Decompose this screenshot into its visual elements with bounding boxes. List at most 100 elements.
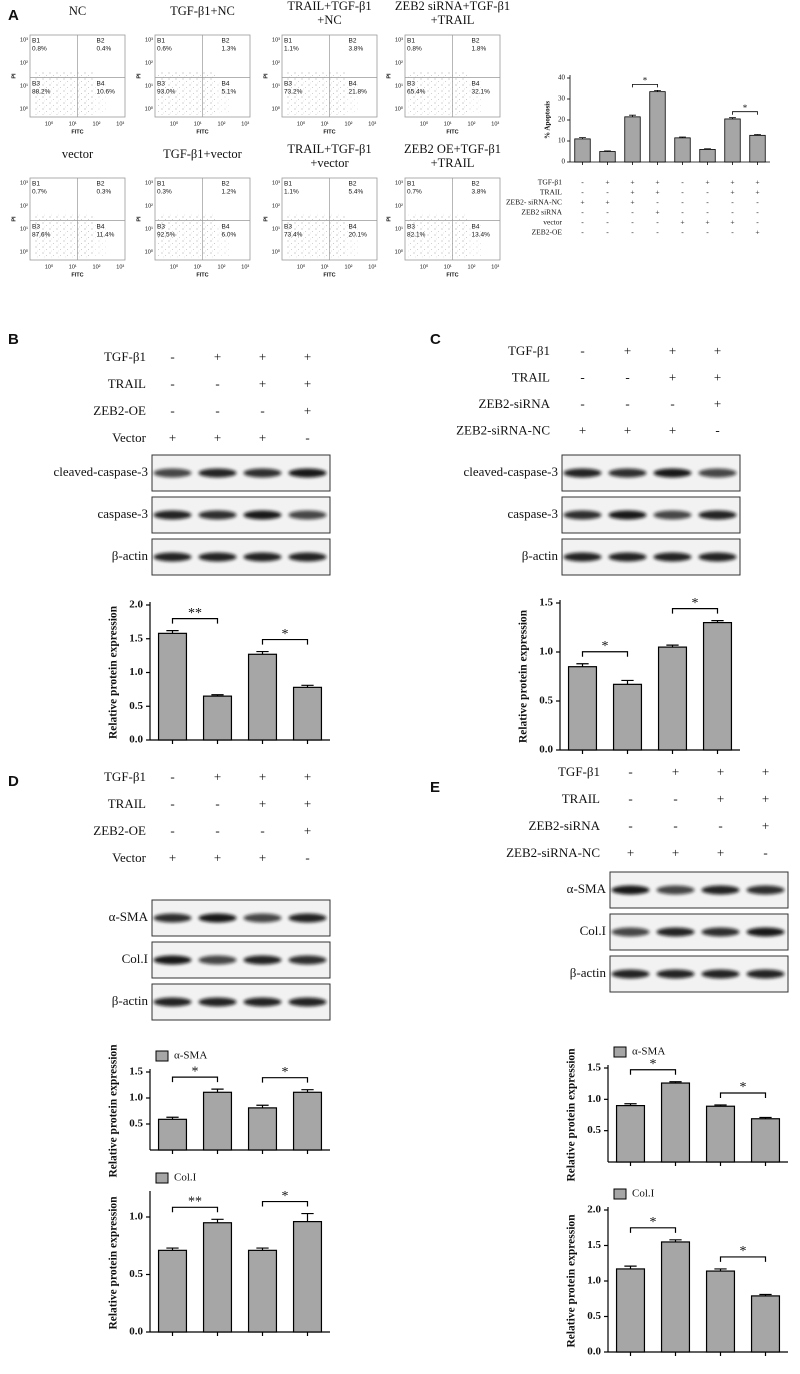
- flow-x-tick: 10¹: [321, 121, 329, 127]
- condition-name: vector: [543, 218, 562, 227]
- flow-title: +TRAIL: [431, 156, 475, 170]
- significance-bracket: [261, 1077, 309, 1083]
- flow-y-label: PI: [386, 73, 392, 79]
- bar: [247, 1107, 278, 1151]
- flow-y-label: PI: [136, 73, 142, 79]
- flow-y-tick: 10¹: [272, 83, 280, 89]
- flow-y-tick: 10⁰: [272, 248, 281, 255]
- condition-name: TGF-β1: [508, 343, 550, 358]
- quadrant-percent: 0.3%: [97, 189, 112, 196]
- flow-x-tick: 10⁰: [420, 263, 429, 270]
- condition-sign: +: [705, 178, 709, 187]
- condition-sign: -: [706, 188, 709, 197]
- blot-band: [563, 552, 602, 562]
- flow-y-tick: 10²: [395, 203, 403, 209]
- error-bar: [759, 1116, 772, 1119]
- quadrant-percent: 65.4%: [407, 88, 426, 95]
- flow-x-label: FITC: [196, 129, 208, 135]
- significance-label: *: [740, 1080, 747, 1095]
- significance-bracket: [171, 1206, 219, 1213]
- blot-band: [701, 885, 740, 895]
- blot-band: [608, 510, 647, 520]
- bar: [157, 1118, 188, 1151]
- quadrant-percent: 11.4%: [97, 231, 115, 238]
- error-bar: [301, 684, 314, 688]
- y-tick-label: 1.0: [587, 1275, 601, 1287]
- blot-band: [153, 913, 192, 923]
- flow-y-tick: 10²: [20, 203, 28, 209]
- flow-title: TGF-β1+NC: [170, 4, 235, 18]
- condition-sign: +: [304, 769, 311, 784]
- flow-x-label: FITC: [71, 272, 83, 278]
- flow-x-label: FITC: [446, 129, 458, 135]
- blot-band: [288, 468, 327, 478]
- y-tick-label: 1.0: [129, 666, 143, 678]
- bar: [615, 1104, 646, 1163]
- flow-x-tick: 10²: [93, 121, 101, 127]
- flow-y-label: PI: [263, 216, 269, 222]
- quadrant-name: B3: [157, 223, 165, 230]
- condition-sign: -: [681, 188, 684, 197]
- condition-sign: +: [669, 369, 676, 384]
- blot-band: [243, 913, 282, 923]
- condition-sign: -: [581, 188, 584, 197]
- condition-sign: +: [717, 764, 724, 779]
- blot-label: β-actin: [522, 548, 559, 563]
- quadrant-percent: 20.1%: [349, 231, 368, 238]
- significance-label: *: [740, 1244, 747, 1259]
- error-bar: [211, 1218, 224, 1223]
- blot-band: [198, 913, 237, 923]
- bar: [699, 148, 716, 163]
- condition-sign: -: [628, 764, 632, 779]
- blot-band: [288, 997, 327, 1007]
- bar: [649, 91, 666, 163]
- condition-sign: +: [259, 376, 266, 391]
- blot-band: [653, 468, 692, 478]
- error-bar: [714, 1268, 727, 1272]
- condition-sign: +: [762, 791, 769, 806]
- quadrant-percent: 0.4%: [97, 46, 112, 53]
- condition-sign: -: [631, 218, 634, 227]
- condition-sign: +: [214, 769, 221, 784]
- condition-sign: +: [214, 850, 221, 865]
- blot-band: [563, 468, 602, 478]
- y-tick-label: 1.5: [129, 632, 143, 644]
- quadrant-name: B4: [349, 223, 357, 230]
- condition-sign: -: [170, 823, 174, 838]
- quadrant-name: B3: [407, 223, 415, 230]
- y-axis-label: Relative protein expression: [566, 1048, 578, 1182]
- condition-name: TGF-β1: [558, 764, 600, 779]
- y-tick-label: 1.0: [587, 1093, 601, 1105]
- bar: [660, 1241, 691, 1353]
- flow-x-tick: 10³: [491, 264, 499, 270]
- blot-band: [608, 468, 647, 478]
- bar: [657, 646, 688, 751]
- quadrant-percent: 0.6%: [157, 46, 172, 53]
- flow-y-tick: 10³: [145, 180, 153, 186]
- quadrant-percent: 1.1%: [284, 189, 299, 196]
- condition-sign: -: [628, 791, 632, 806]
- condition-name: TGF-β1: [538, 178, 562, 187]
- flow-title: NC: [69, 4, 86, 18]
- condition-sign: +: [304, 376, 311, 391]
- significance-bracket: [261, 1200, 309, 1207]
- flow-x-tick: 10²: [468, 264, 476, 270]
- flow-y-tick: 10¹: [395, 226, 403, 232]
- quadrant-percent: 93.0%: [157, 88, 176, 95]
- blot-band: [611, 969, 650, 979]
- quadrant-percent: 3.8%: [349, 46, 364, 53]
- condition-sign: -: [756, 208, 759, 217]
- legend-swatch: [155, 1172, 169, 1184]
- condition-sign: +: [630, 178, 634, 187]
- flow-speckle: [77, 224, 106, 256]
- blot-band: [611, 885, 650, 895]
- blot-band: [288, 913, 327, 923]
- bar: [612, 683, 643, 751]
- error-bar: [711, 620, 724, 623]
- y-axis-label: Relative protein expression: [108, 1044, 120, 1178]
- bar: [247, 653, 278, 741]
- condition-sign: -: [170, 349, 174, 364]
- significance-bracket: [671, 608, 719, 614]
- flow-title: ZEB2 OE+TGF-β1: [404, 142, 501, 156]
